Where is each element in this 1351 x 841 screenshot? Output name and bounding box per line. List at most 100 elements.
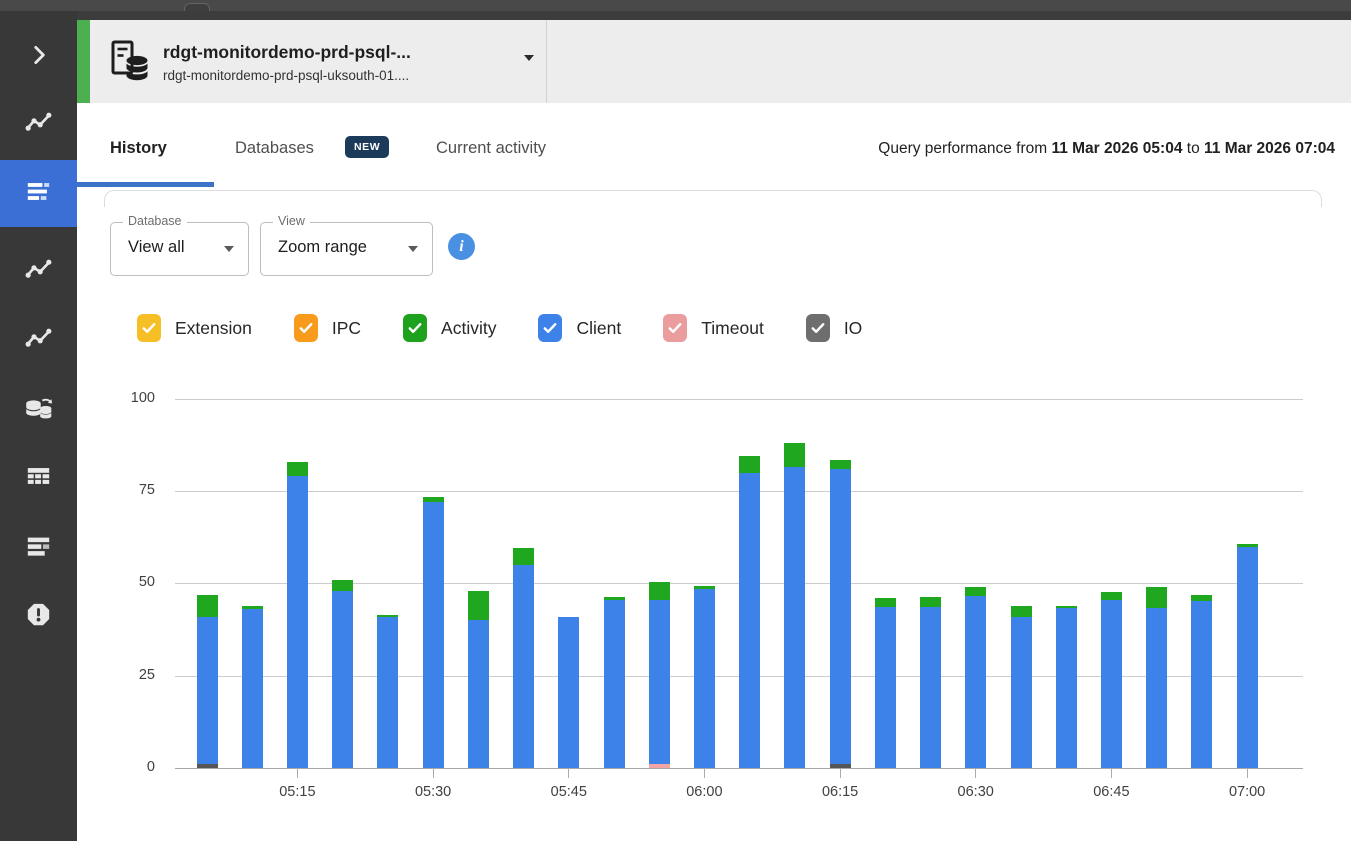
bar-segment-activity-05:35[interactable] bbox=[468, 591, 489, 621]
bar-segment-client-06:30[interactable] bbox=[965, 596, 986, 768]
bar-segment-activity-05:10[interactable] bbox=[242, 606, 263, 610]
bar-segment-client-05:50[interactable] bbox=[604, 600, 625, 768]
checkbox-checked-icon[interactable] bbox=[806, 314, 830, 342]
bar-segment-client-06:00[interactable] bbox=[694, 589, 715, 768]
bar-segment-activity-06:00[interactable] bbox=[694, 586, 715, 589]
tab-current-activity[interactable]: Current activity bbox=[436, 139, 546, 158]
bar-segment-activity-06:30[interactable] bbox=[965, 587, 986, 596]
bar-segment-activity-05:20[interactable] bbox=[332, 580, 353, 591]
tab-history[interactable]: History bbox=[110, 139, 167, 158]
bar-segment-activity-06:15[interactable] bbox=[830, 460, 851, 469]
bar-segment-activity-05:05[interactable] bbox=[197, 595, 218, 617]
bar-segment-io-05:05[interactable] bbox=[197, 764, 218, 768]
bar-segment-client-05:45[interactable] bbox=[558, 617, 579, 768]
bar-segment-activity-05:30[interactable] bbox=[423, 497, 444, 503]
legend-label: Client bbox=[576, 318, 621, 339]
bar-segment-client-06:05[interactable] bbox=[739, 473, 760, 768]
bar-segment-client-05:05[interactable] bbox=[197, 617, 218, 765]
x-axis-tick-label: 06:45 bbox=[1076, 784, 1146, 800]
checkbox-checked-icon[interactable] bbox=[294, 314, 318, 342]
bar-segment-activity-06:25[interactable] bbox=[920, 597, 941, 607]
sidebar-item-metrics-2[interactable] bbox=[0, 313, 77, 369]
bar-segment-client-06:45[interactable] bbox=[1101, 600, 1122, 768]
legend-label: IO bbox=[844, 318, 862, 339]
y-axis-tick-label: 25 bbox=[88, 667, 155, 683]
checkbox-checked-icon[interactable] bbox=[663, 314, 687, 342]
view-select-label: View bbox=[273, 214, 310, 228]
summary-end-datetime: 11 Mar 2026 07:04 bbox=[1204, 140, 1335, 157]
bar-segment-client-06:55[interactable] bbox=[1191, 601, 1212, 768]
sidebar-item-query-history[interactable] bbox=[0, 160, 77, 227]
bar-segment-client-06:10[interactable] bbox=[784, 467, 805, 768]
bar-segment-activity-06:45[interactable] bbox=[1101, 592, 1122, 601]
bar-segment-client-05:25[interactable] bbox=[377, 617, 398, 768]
bar-segment-activity-06:20[interactable] bbox=[875, 598, 896, 607]
bar-segment-client-05:55[interactable] bbox=[649, 600, 670, 764]
database-select[interactable]: Database View all bbox=[110, 222, 249, 276]
bar-segment-activity-06:50[interactable] bbox=[1146, 587, 1167, 608]
bar-segment-activity-05:25[interactable] bbox=[377, 615, 398, 617]
sidebar-item-expand[interactable] bbox=[0, 29, 77, 85]
line-chart-icon bbox=[25, 256, 52, 288]
bar-segment-client-06:40[interactable] bbox=[1056, 608, 1077, 768]
sidebar-item-overview[interactable] bbox=[0, 97, 77, 153]
bar-segment-client-06:15[interactable] bbox=[830, 469, 851, 764]
query-performance-range: Query performance from 11 Mar 2026 05:04… bbox=[878, 140, 1335, 158]
database-select-value: View all bbox=[128, 238, 185, 257]
legend-label: Activity bbox=[441, 318, 496, 339]
info-icon[interactable]: i bbox=[448, 233, 475, 260]
bar-segment-client-05:30[interactable] bbox=[423, 502, 444, 768]
bar-segment-client-05:15[interactable] bbox=[287, 476, 308, 768]
bar-segment-activity-05:40[interactable] bbox=[513, 548, 534, 565]
bar-segment-activity-05:50[interactable] bbox=[604, 597, 625, 600]
bar-segment-activity-05:55[interactable] bbox=[649, 582, 670, 601]
checkbox-checked-icon[interactable] bbox=[538, 314, 562, 342]
bar-segment-client-06:20[interactable] bbox=[875, 607, 896, 768]
bar-segment-timeout-05:55[interactable] bbox=[649, 764, 670, 768]
legend-checkbox-extension[interactable]: Extension bbox=[137, 314, 252, 342]
bar-segment-client-07:00[interactable] bbox=[1237, 547, 1258, 769]
bar-segment-activity-05:15[interactable] bbox=[287, 462, 308, 477]
bar-segment-activity-06:05[interactable] bbox=[739, 456, 760, 473]
active-tab-indicator bbox=[77, 182, 214, 187]
y-axis-tick-label: 100 bbox=[88, 390, 155, 406]
bar-segment-client-05:20[interactable] bbox=[332, 591, 353, 768]
legend-checkbox-io[interactable]: IO bbox=[806, 314, 862, 342]
bar-segment-activity-07:00[interactable] bbox=[1237, 544, 1258, 547]
legend-checkbox-client[interactable]: Client bbox=[538, 314, 621, 342]
bar-segment-client-06:50[interactable] bbox=[1146, 608, 1167, 768]
x-axis-tick bbox=[975, 768, 976, 778]
top-chrome-strip bbox=[0, 0, 1351, 11]
bar-segment-client-06:35[interactable] bbox=[1011, 617, 1032, 768]
bar-segment-client-06:25[interactable] bbox=[920, 607, 941, 768]
legend-checkbox-activity[interactable]: Activity bbox=[403, 314, 496, 342]
tab-databases[interactable]: Databases bbox=[235, 139, 314, 158]
line-chart-icon bbox=[25, 325, 52, 357]
bar-segment-client-05:35[interactable] bbox=[468, 620, 489, 768]
y-axis-tick-label: 50 bbox=[88, 574, 155, 590]
y-axis-tick-label: 0 bbox=[88, 759, 155, 775]
entity-dropdown-caret-icon[interactable] bbox=[524, 55, 534, 61]
x-axis-tick bbox=[1111, 768, 1112, 778]
legend-checkbox-timeout[interactable]: Timeout bbox=[663, 314, 764, 342]
summary-mid: to bbox=[1182, 140, 1204, 157]
chevron-down-icon bbox=[408, 246, 418, 252]
stacked-bar-chart: 025507510005:1505:3005:4506:0006:1506:30… bbox=[0, 380, 1351, 841]
bar-segment-activity-06:40[interactable] bbox=[1056, 606, 1077, 608]
status-accent-bar bbox=[77, 20, 90, 103]
entity-title[interactable]: rdgt-monitordemo-prd-psql-... bbox=[163, 42, 523, 63]
checkbox-checked-icon[interactable] bbox=[403, 314, 427, 342]
bar-segment-activity-06:55[interactable] bbox=[1191, 595, 1212, 601]
x-axis-tick-label: 05:45 bbox=[534, 784, 604, 800]
checkbox-checked-icon[interactable] bbox=[137, 314, 161, 342]
view-select[interactable]: View Zoom range bbox=[260, 222, 433, 276]
legend-checkbox-ipc[interactable]: IPC bbox=[294, 314, 361, 342]
bar-segment-client-05:10[interactable] bbox=[242, 609, 263, 768]
bar-segment-client-05:40[interactable] bbox=[513, 565, 534, 768]
database-select-label: Database bbox=[123, 214, 187, 228]
bar-segment-activity-06:35[interactable] bbox=[1011, 606, 1032, 617]
x-axis-tick bbox=[1247, 768, 1248, 778]
summary-start-datetime: 11 Mar 2026 05:04 bbox=[1051, 140, 1182, 157]
bar-segment-activity-06:10[interactable] bbox=[784, 443, 805, 467]
sidebar-item-metrics-1[interactable] bbox=[0, 244, 77, 300]
